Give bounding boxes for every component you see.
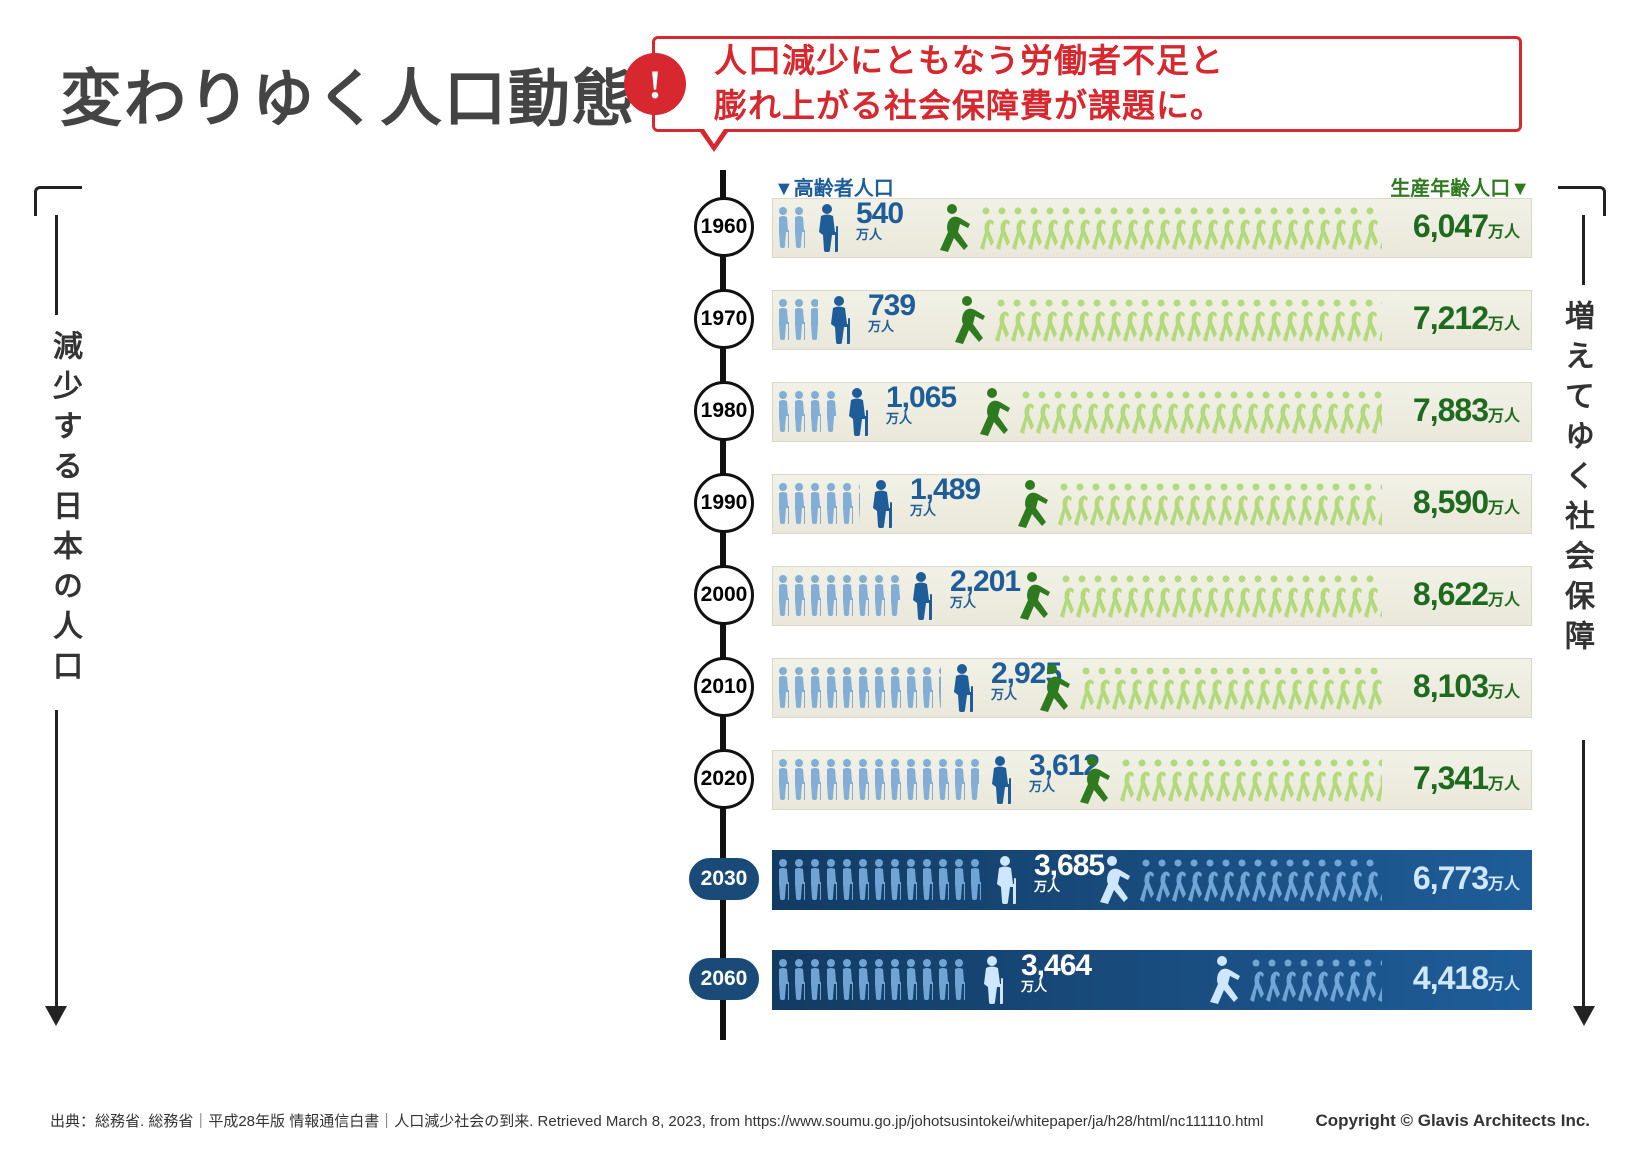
split-pop-bar: 1,065万人 7,883万人: [772, 382, 1532, 442]
arrow-head-icon: [1573, 1006, 1595, 1026]
worker-strip-icon: [1018, 390, 1382, 434]
exclaim-icon: !: [624, 53, 686, 115]
elderly-icon: [820, 294, 860, 346]
split-pop-bar: 739万人 7,212万人: [772, 290, 1532, 350]
worker-strip-icon: [978, 206, 1382, 250]
elderly-strip-icon: [776, 390, 836, 434]
footer-source: 出典：総務省. 総務省｜平成28年版 情報通信白書｜人口減少社会の到来. Ret…: [50, 1110, 1263, 1131]
split-pop-bar: 3,685万人6,773万人: [772, 850, 1532, 910]
split-pop-bar: 2,201万人 8,622万人: [772, 566, 1532, 626]
split-pop-bar: 540万人 6,047万人: [772, 198, 1532, 258]
column-label-working: 生産年齢人口▼: [1390, 172, 1530, 201]
worker-icon: [1202, 954, 1246, 1006]
worker-icon: [1010, 478, 1054, 530]
arrow-stem-icon: [1582, 740, 1585, 1010]
year-marker: 1970: [694, 289, 754, 349]
callout-text: 人口減少にともなう労働者不足と 膨れ上がる社会保障費が課題に。: [714, 39, 1224, 128]
working-value: 8,590万人: [1413, 484, 1520, 521]
elderly-value: 1,489万人: [910, 476, 980, 517]
worker-strip-icon: [1248, 958, 1382, 1002]
elderly-strip-icon: [776, 958, 971, 1002]
worker-strip-icon: [1118, 758, 1382, 802]
callout-line1: 人口減少にともなう労働者不足と: [714, 42, 1224, 79]
page-title: 変わりゆく人口動態: [60, 48, 636, 138]
worker-strip-icon: [1056, 482, 1382, 526]
working-value: 8,622万人: [1413, 576, 1520, 613]
split-pop-bar: 3,612万人7,341万人: [772, 750, 1532, 810]
elderly-value: 540万人: [856, 200, 903, 241]
elderly-strip-icon: [776, 482, 860, 526]
worker-icon: [932, 202, 976, 254]
callout-box: ! 人口減少にともなう労働者不足と 膨れ上がる社会保障費が課題に。: [652, 36, 1522, 132]
worker-icon: [1092, 854, 1136, 906]
elderly-icon: [986, 854, 1026, 906]
elderly-icon: [862, 478, 902, 530]
arrow-cap-icon: [1558, 186, 1606, 216]
worker-icon: [1012, 570, 1056, 622]
arrow-stem-icon: [1582, 215, 1585, 285]
working-value: 7,341万人: [1413, 760, 1520, 797]
working-value: 8,103万人: [1413, 668, 1520, 705]
year-marker: 2060: [689, 958, 759, 1000]
year-marker: 1990: [694, 473, 754, 533]
elderly-strip-icon: [776, 298, 818, 342]
side-label-left: 減少する日本の人口: [42, 330, 86, 690]
side-label-right: 増えてゆく社会保障: [1554, 300, 1598, 660]
arrow-stem-icon: [55, 215, 58, 315]
elderly-value: 2,201万人: [950, 568, 1020, 609]
arrow-head-icon: [45, 1006, 67, 1026]
year-marker: 2010: [694, 657, 754, 717]
worker-strip-icon: [1078, 666, 1382, 710]
worker-strip-icon: [993, 298, 1382, 342]
arrow-cap-icon: [34, 186, 82, 216]
worker-icon: [1032, 662, 1076, 714]
elderly-value: 739万人: [868, 292, 915, 333]
elderly-icon: [902, 570, 942, 622]
working-value: 7,212万人: [1413, 300, 1520, 337]
year-marker: 1960: [694, 197, 754, 257]
split-pop-bar: 3,464万人 4,418万人: [772, 950, 1532, 1010]
worker-strip-icon: [1138, 858, 1382, 902]
elderly-icon: [838, 386, 878, 438]
elderly-value: 1,065万人: [886, 384, 956, 425]
callout-tail-icon: [700, 132, 728, 152]
elderly-strip-icon: [776, 758, 979, 802]
elderly-icon: [981, 754, 1021, 806]
elderly-value: 3,464万人: [1021, 952, 1091, 993]
elderly-strip-icon: [776, 206, 806, 250]
working-value: 7,883万人: [1413, 392, 1520, 429]
working-value: 6,773万人: [1413, 860, 1520, 897]
worker-icon: [947, 294, 991, 346]
year-marker: 2020: [694, 749, 754, 809]
year-marker: 2000: [694, 565, 754, 625]
year-marker: 2030: [689, 858, 759, 900]
split-pop-bar: 1,489万人 8,590万人: [772, 474, 1532, 534]
arrow-stem-icon: [55, 710, 58, 1010]
elderly-strip-icon: [776, 666, 941, 710]
worker-strip-icon: [1058, 574, 1382, 618]
elderly-icon: [808, 202, 848, 254]
working-value: 4,418万人: [1413, 960, 1520, 997]
worker-icon: [1072, 754, 1116, 806]
worker-icon: [972, 386, 1016, 438]
year-marker: 1980: [694, 381, 754, 441]
working-value: 6,047万人: [1413, 208, 1520, 245]
elderly-icon: [943, 662, 983, 714]
callout-line2: 膨れ上がる社会保障費が課題に。: [714, 87, 1224, 124]
elderly-icon: [973, 954, 1013, 1006]
elderly-strip-icon: [776, 574, 900, 618]
elderly-strip-icon: [776, 858, 984, 902]
split-pop-bar: 2,925万人8,103万人: [772, 658, 1532, 718]
footer-copyright: Copyright © Glavis Architects Inc.: [1315, 1111, 1590, 1131]
